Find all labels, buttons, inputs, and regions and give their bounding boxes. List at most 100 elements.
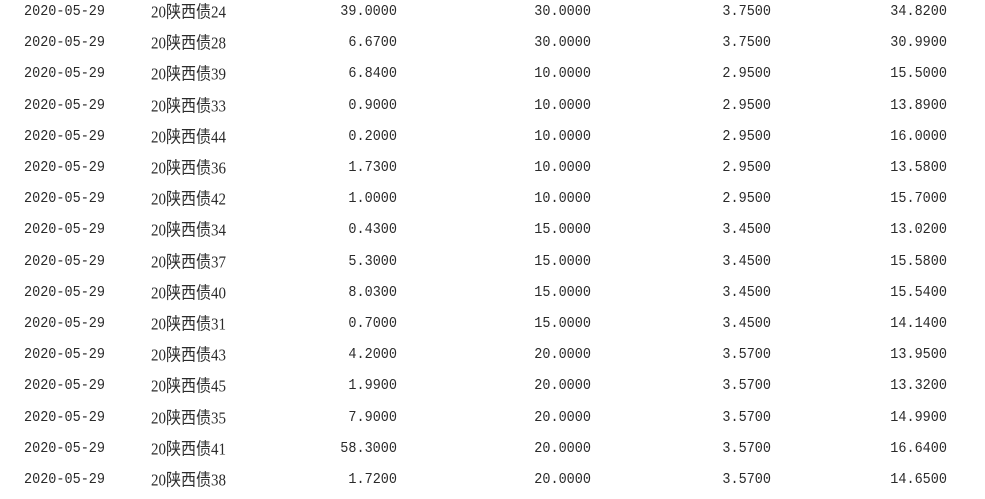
table-row: 2020-05-29 20陕西债38 1.7200 20.0000 3.5700 14.6… [0, 468, 985, 499]
bond-name-cell: 20陕西债34 [151, 222, 227, 241]
date-cell: 2020-05-29 [24, 253, 106, 271]
value-cell-2: 20.0000 [534, 347, 591, 365]
bond-name-cell: 20陕西债33 [151, 97, 227, 116]
value-cell-4: 15.7000 [890, 191, 947, 209]
value-cell-1: 6.6700 [348, 35, 397, 53]
table-row: 2020-05-29 20陕西债40 8.0300 15.0000 3.4500 15.5… [0, 281, 985, 312]
value-cell-2: 15.0000 [534, 222, 591, 240]
date-cell: 2020-05-29 [24, 316, 106, 333]
value-cell-4: 13.0200 [890, 222, 947, 240]
value-cell-1: 1.9900 [348, 378, 397, 396]
date-cell: 2020-05-29 [24, 97, 106, 115]
value-cell-4: 14.6500 [890, 472, 947, 489]
value-cell-1: 1.7200 [348, 472, 397, 489]
value-cell-1: 5.3000 [348, 253, 397, 271]
value-cell-3: 3.7500 [722, 4, 771, 21]
value-cell-3: 3.5700 [722, 472, 771, 489]
table-row: 2020-05-29 20陕西债24 39.0000 30.0000 3.7500 34.… [0, 0, 985, 31]
value-cell-2: 20.0000 [534, 440, 591, 458]
value-cell-4: 15.5000 [890, 66, 947, 84]
date-cell: 2020-05-29 [24, 128, 106, 146]
value-cell-4: 30.9900 [890, 35, 947, 53]
bond-name-cell: 20陕西债43 [151, 347, 227, 366]
value-cell-3: 2.9500 [722, 191, 771, 209]
value-cell-4: 14.1400 [890, 316, 947, 333]
table-row: 2020-05-29 20陕西债35 7.9000 20.0000 3.5700 14.9… [0, 406, 985, 437]
bond-name-cell: 20陕西债31 [151, 316, 227, 334]
value-cell-2: 10.0000 [534, 160, 591, 177]
value-cell-2: 15.0000 [534, 284, 591, 302]
value-cell-1: 1.7300 [348, 160, 397, 177]
value-cell-4: 15.5400 [890, 284, 947, 302]
date-cell: 2020-05-29 [24, 222, 106, 240]
table-row: 2020-05-29 20陕西债44 0.2000 10.0000 2.9500 16.0… [0, 125, 985, 156]
bond-name-cell: 20陕西债35 [151, 409, 227, 428]
bond-name-cell: 20陕西债42 [151, 191, 227, 210]
value-cell-1: 0.2000 [348, 128, 397, 146]
bond-name-cell: 20陕西债24 [151, 4, 227, 22]
date-cell: 2020-05-29 [24, 160, 106, 177]
date-cell: 2020-05-29 [24, 191, 106, 209]
bond-name-cell: 20陕西债36 [151, 160, 227, 178]
table-row: 2020-05-29 20陕西债28 6.6700 30.0000 3.7500 30.9… [0, 31, 985, 62]
value-cell-2: 20.0000 [534, 472, 591, 489]
value-cell-1: 0.9000 [348, 97, 397, 115]
date-cell: 2020-05-29 [24, 347, 106, 365]
value-cell-4: 34.8200 [890, 4, 947, 21]
date-cell: 2020-05-29 [24, 409, 106, 427]
bond-name-cell: 20陕西债41 [151, 440, 227, 459]
table-row: 2020-05-29 20陕西债45 1.9900 20.0000 3.5700 13.3… [0, 374, 985, 405]
bond-name-cell: 20陕西债39 [151, 66, 227, 85]
value-cell-3: 2.9500 [722, 66, 771, 84]
value-cell-2: 10.0000 [534, 66, 591, 84]
value-cell-1: 58.3000 [340, 440, 397, 458]
bond-name-cell: 20陕西债38 [151, 472, 227, 490]
value-cell-3: 3.4500 [722, 316, 771, 333]
value-cell-3: 3.5700 [722, 378, 771, 396]
table-row: 2020-05-29 20陕西债34 0.4300 15.0000 3.4500 13.0… [0, 218, 985, 249]
value-cell-3: 3.5700 [722, 440, 771, 458]
value-cell-2: 10.0000 [534, 191, 591, 209]
value-cell-4: 14.9900 [890, 409, 947, 427]
value-cell-3: 3.5700 [722, 409, 771, 427]
value-cell-1: 0.7000 [348, 316, 397, 333]
value-cell-4: 13.9500 [890, 347, 947, 365]
bond-name-cell: 20陕西债45 [151, 378, 227, 397]
value-cell-1: 7.9000 [348, 409, 397, 427]
value-cell-4: 13.8900 [890, 97, 947, 115]
date-cell: 2020-05-29 [24, 284, 106, 302]
value-cell-3: 3.5700 [722, 347, 771, 365]
value-cell-3: 2.9500 [722, 128, 771, 146]
value-cell-2: 20.0000 [534, 378, 591, 396]
value-cell-3: 3.7500 [722, 35, 771, 53]
value-cell-1: 8.0300 [348, 284, 397, 302]
value-cell-2: 10.0000 [534, 128, 591, 146]
value-cell-3: 2.9500 [722, 97, 771, 115]
bond-name-cell: 20陕西债28 [151, 35, 227, 54]
value-cell-1: 1.0000 [348, 191, 397, 209]
table-row: 2020-05-29 20陕西债42 1.0000 10.0000 2.9500 15.7… [0, 187, 985, 218]
value-cell-2: 15.0000 [534, 316, 591, 333]
bond-name-cell: 20陕西债44 [151, 128, 227, 147]
table-row: 2020-05-29 20陕西债43 4.2000 20.0000 3.5700 13.9… [0, 343, 985, 374]
date-cell: 2020-05-29 [24, 4, 106, 21]
value-cell-2: 15.0000 [534, 253, 591, 271]
value-cell-3: 3.4500 [722, 222, 771, 240]
value-cell-3: 3.4500 [722, 253, 771, 271]
date-cell: 2020-05-29 [24, 66, 106, 84]
bond-name-cell: 20陕西债37 [151, 253, 227, 272]
value-cell-1: 0.4300 [348, 222, 397, 240]
value-cell-2: 30.0000 [534, 4, 591, 21]
value-cell-4: 16.0000 [890, 128, 947, 146]
date-cell: 2020-05-29 [24, 378, 106, 396]
value-cell-3: 2.9500 [722, 160, 771, 177]
value-cell-4: 15.5800 [890, 253, 947, 271]
date-cell: 2020-05-29 [24, 472, 106, 489]
value-cell-3: 3.4500 [722, 284, 771, 302]
table-row: 2020-05-29 20陕西债33 0.9000 10.0000 2.9500 13.8… [0, 94, 985, 125]
value-cell-4: 16.6400 [890, 440, 947, 458]
value-cell-2: 10.0000 [534, 97, 591, 115]
value-cell-1: 6.8400 [348, 66, 397, 84]
value-cell-4: 13.5800 [890, 160, 947, 177]
value-cell-1: 39.0000 [340, 4, 397, 21]
